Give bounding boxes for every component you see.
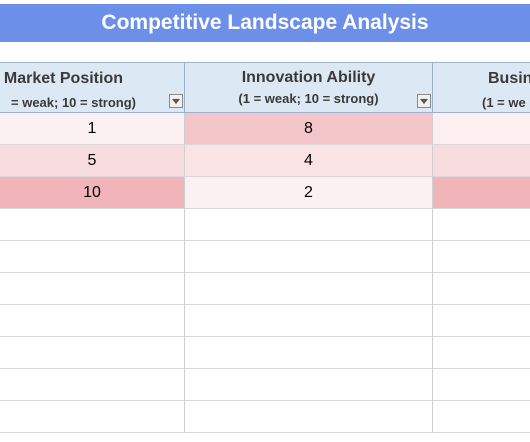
table-cell[interactable]: 10 bbox=[0, 177, 185, 209]
empty-cell[interactable] bbox=[0, 401, 185, 433]
header-subtitle: = weak; 10 = strong) bbox=[11, 95, 136, 110]
header-innovation-ability[interactable]: Innovation Ability (1 = weak; 10 = stron… bbox=[185, 62, 433, 113]
empty-cell[interactable] bbox=[0, 209, 185, 241]
empty-cell[interactable] bbox=[433, 337, 530, 369]
table-row: 10 2 bbox=[0, 177, 530, 209]
header-title: Busin bbox=[488, 70, 530, 87]
empty-cell[interactable] bbox=[185, 273, 433, 305]
data-table: Market Position = weak; 10 = strong) Inn… bbox=[0, 62, 530, 433]
table-row: 1 8 bbox=[0, 113, 530, 145]
header-market-position[interactable]: Market Position = weak; 10 = strong) bbox=[0, 62, 185, 113]
filter-dropdown-icon[interactable] bbox=[169, 94, 183, 108]
header-title: Market Position bbox=[3, 70, 123, 87]
table-row: 5 4 bbox=[0, 145, 530, 177]
empty-cell[interactable] bbox=[185, 337, 433, 369]
table-cell[interactable]: 1 bbox=[0, 113, 185, 145]
empty-cell[interactable] bbox=[185, 209, 433, 241]
table-cell[interactable] bbox=[433, 177, 530, 209]
empty-row bbox=[0, 273, 530, 305]
empty-cell[interactable] bbox=[185, 401, 433, 433]
empty-cell[interactable] bbox=[0, 241, 185, 273]
empty-cell[interactable] bbox=[433, 369, 530, 401]
empty-cell[interactable] bbox=[185, 305, 433, 337]
empty-row bbox=[0, 337, 530, 369]
empty-cell[interactable] bbox=[0, 305, 185, 337]
table-cell[interactable]: 8 bbox=[185, 113, 433, 145]
empty-cell[interactable] bbox=[0, 273, 185, 305]
empty-cell[interactable] bbox=[433, 241, 530, 273]
header-subtitle: (1 = we bbox=[482, 95, 526, 110]
empty-cell[interactable] bbox=[433, 305, 530, 337]
empty-row bbox=[0, 241, 530, 273]
table-cell[interactable] bbox=[433, 113, 530, 145]
table-cell[interactable]: 4 bbox=[185, 145, 433, 177]
header-subtitle: (1 = weak; 10 = strong) bbox=[238, 90, 379, 106]
filter-dropdown-icon[interactable] bbox=[417, 94, 431, 108]
header-business[interactable]: Busin (1 = we bbox=[433, 62, 530, 113]
empty-row bbox=[0, 401, 530, 433]
table-header-row: Market Position = weak; 10 = strong) Inn… bbox=[0, 62, 530, 113]
empty-cell[interactable] bbox=[433, 273, 530, 305]
empty-cell[interactable] bbox=[0, 369, 185, 401]
empty-cell[interactable] bbox=[433, 209, 530, 241]
empty-cell[interactable] bbox=[433, 401, 530, 433]
table-cell[interactable]: 5 bbox=[0, 145, 185, 177]
empty-row bbox=[0, 305, 530, 337]
empty-cell[interactable] bbox=[185, 241, 433, 273]
empty-cell[interactable] bbox=[185, 369, 433, 401]
table-cell[interactable] bbox=[433, 145, 530, 177]
header-title: Innovation Ability bbox=[241, 68, 376, 86]
table-cell[interactable]: 2 bbox=[185, 177, 433, 209]
sheet-title: Competitive Landscape Analysis bbox=[0, 4, 530, 42]
empty-cell[interactable] bbox=[0, 337, 185, 369]
empty-row bbox=[0, 209, 530, 241]
empty-row bbox=[0, 369, 530, 401]
